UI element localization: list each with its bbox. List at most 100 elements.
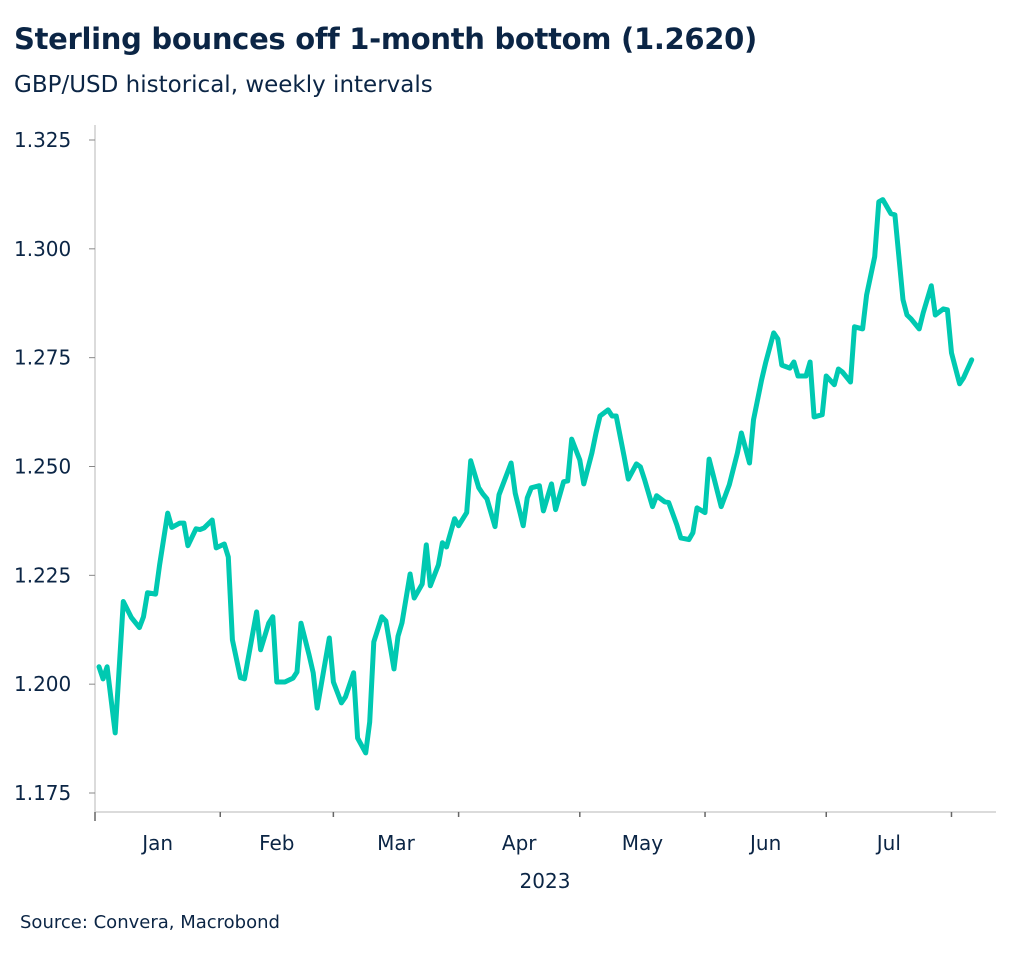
data-point — [440, 541, 444, 545]
x-axis-ticks: Jan Feb Mar Apr May Jun Jul — [94, 812, 953, 855]
data-point — [909, 317, 913, 321]
x-tick-label: Mar — [377, 831, 416, 855]
data-point — [590, 451, 594, 455]
chart-title: Sterling bounces off 1-month bottom (1.2… — [14, 22, 758, 56]
data-point — [485, 497, 489, 501]
data-point — [214, 546, 218, 550]
data-point — [703, 511, 707, 515]
data-point — [299, 621, 303, 625]
data-point — [453, 517, 457, 521]
y-tick-label: 1.175 — [14, 781, 71, 805]
data-point — [695, 506, 699, 510]
data-point — [945, 308, 949, 312]
data-point — [642, 477, 646, 481]
data-point — [812, 415, 816, 419]
data-point — [307, 653, 311, 657]
data-point — [893, 213, 897, 217]
chart-subtitle: GBP/USD historical, weekly intervals — [14, 72, 433, 98]
data-point — [408, 572, 412, 576]
data-point — [877, 200, 881, 204]
data-point — [905, 313, 909, 317]
data-point — [186, 544, 190, 548]
data-point — [343, 695, 347, 699]
data-point — [267, 621, 271, 625]
data-point — [679, 536, 683, 540]
data-point — [949, 351, 953, 355]
data-point — [436, 563, 440, 567]
data-point — [873, 255, 877, 259]
data-point — [331, 680, 335, 684]
data-point — [707, 457, 711, 461]
data-point — [962, 376, 966, 380]
data-point — [570, 437, 574, 441]
data-point — [788, 366, 792, 370]
data-point — [521, 524, 525, 528]
data-point — [970, 358, 974, 362]
data-point — [675, 523, 679, 527]
data-point — [780, 363, 784, 367]
data-point — [202, 526, 206, 530]
data-point — [889, 212, 893, 216]
data-point — [933, 313, 937, 317]
data-point — [622, 455, 626, 459]
data-point — [271, 615, 275, 619]
data-point — [921, 311, 925, 315]
data-point — [776, 337, 780, 341]
data-point — [929, 284, 933, 288]
y-tick-label: 1.225 — [14, 563, 71, 587]
data-point — [687, 538, 691, 542]
data-point — [392, 667, 396, 671]
data-point — [941, 307, 945, 311]
x-tick-label: Feb — [259, 831, 294, 855]
data-point — [364, 751, 368, 755]
series-line — [96, 197, 975, 756]
data-point — [610, 414, 614, 418]
data-point — [178, 521, 182, 525]
data-point — [881, 198, 885, 202]
data-point — [315, 706, 319, 710]
y-axis-ticks: 1.175 1.200 1.225 1.250 1.275 1.300 1.325 — [14, 128, 95, 805]
data-point — [735, 451, 739, 455]
y-tick-label: 1.275 — [14, 346, 71, 370]
data-point — [537, 484, 541, 488]
data-point — [311, 671, 315, 675]
data-point — [513, 491, 517, 495]
data-point — [525, 496, 529, 500]
data-point — [739, 431, 743, 435]
data-point — [901, 298, 905, 302]
y-tick-label: 1.250 — [14, 455, 71, 479]
data-point — [747, 461, 751, 465]
data-point — [295, 670, 299, 674]
data-point — [792, 360, 796, 364]
data-point — [198, 528, 202, 532]
data-point — [137, 626, 141, 630]
data-point — [465, 511, 469, 515]
data-point — [154, 592, 158, 596]
data-point — [614, 414, 618, 418]
x-axis-label: 2023 — [520, 869, 571, 893]
axes — [94, 125, 996, 813]
data-point — [194, 527, 198, 531]
y-tick-label: 1.325 — [14, 128, 71, 152]
data-point — [247, 655, 251, 659]
x-tick-label: Jan — [140, 831, 173, 855]
data-point — [752, 418, 756, 422]
data-point — [368, 720, 372, 724]
data-point — [840, 370, 844, 374]
data-point — [352, 671, 356, 675]
data-point — [836, 367, 840, 371]
data-point — [861, 327, 865, 331]
data-point — [638, 465, 642, 469]
data-point — [291, 676, 295, 680]
data-point — [832, 383, 836, 387]
data-point — [400, 621, 404, 625]
data-point — [497, 493, 501, 497]
data-point — [663, 500, 667, 504]
x-tick-label: May — [622, 831, 664, 855]
data-point — [764, 361, 768, 365]
data-point — [562, 480, 566, 484]
data-point — [255, 610, 259, 614]
data-point — [550, 482, 554, 486]
data-point — [141, 615, 145, 619]
